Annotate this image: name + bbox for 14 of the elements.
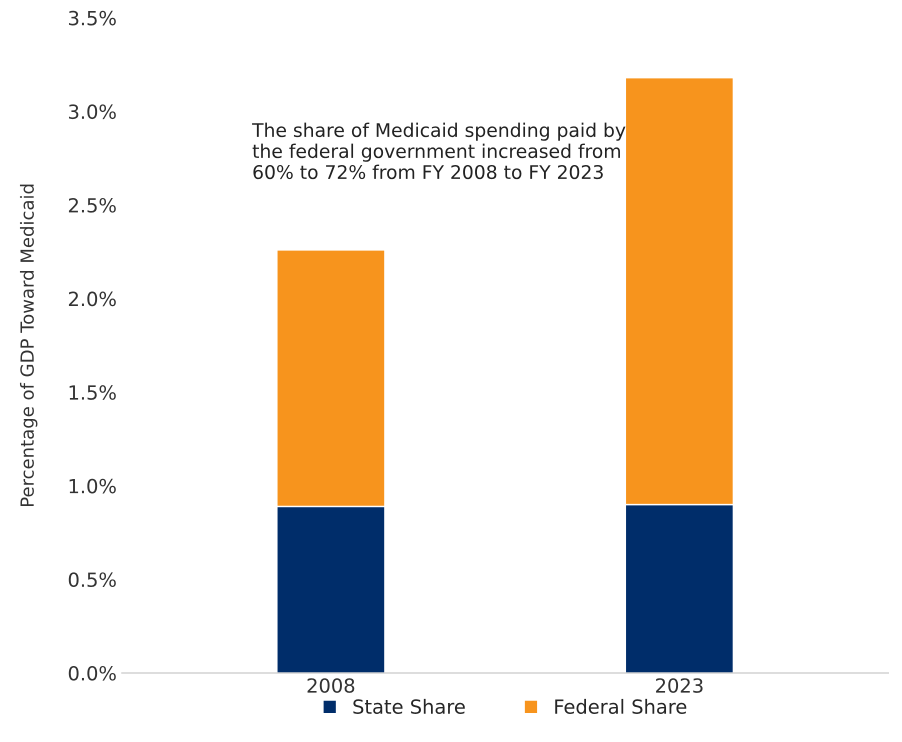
legend-label: Federal Share (555, 698, 686, 714)
y-tick-label: 1.0% (70, 478, 116, 494)
legend-label: State Share (353, 698, 465, 714)
y-axis-title: Percentage of GDP Toward Medicaid (20, 184, 38, 506)
y-tick-label: 0.0% (68, 666, 116, 681)
y-tick-label: 3.0% (68, 104, 116, 120)
y-tick-label: 2.5% (68, 198, 116, 213)
y-tick-label: 0.5% (68, 572, 116, 588)
y-tick-label: 2.0% (68, 292, 116, 306)
x-tick-label: 2008 (308, 678, 354, 693)
x-tick-label: 2023 (656, 678, 703, 693)
y-tick-label: 1.5% (70, 385, 116, 400)
y-tick-label: 3.5% (68, 10, 116, 26)
annotation: The share of Medicaid spending paid by the federal government increased from 60% to 72% from FY 2008 to FY 2023 (252, 122, 626, 180)
